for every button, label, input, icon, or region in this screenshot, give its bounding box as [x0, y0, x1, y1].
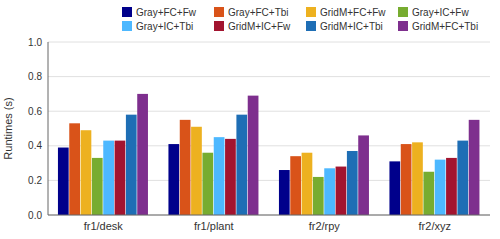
bar — [389, 161, 400, 215]
bar — [115, 141, 126, 215]
bar — [202, 153, 213, 215]
bar — [103, 141, 114, 215]
y-axis-line — [48, 42, 49, 215]
bar — [336, 167, 347, 215]
bar — [81, 130, 92, 215]
grid — [48, 42, 490, 215]
legend-swatch — [122, 21, 132, 31]
x-tick-label: fr1/plant — [194, 220, 234, 232]
bars — [58, 94, 480, 215]
legend-label: GridM+IC+Tbi — [320, 21, 383, 32]
bar — [214, 137, 225, 215]
grid-line — [48, 42, 490, 43]
bar — [69, 123, 80, 215]
legend-label: Gray+IC+Tbi — [136, 21, 193, 32]
legend: Gray+FC+Fw Gray+FC+Tbi GridM+FC+Fw Gray+IC+… — [122, 7, 478, 32]
bar — [302, 153, 313, 215]
bar — [313, 177, 324, 215]
bar — [347, 151, 358, 215]
legend-label: GridM+IC+Fw — [228, 21, 291, 32]
y-tick-label: 0.6 — [28, 106, 42, 117]
grid-line — [48, 145, 490, 146]
x-tick-label: fr2/rpy — [309, 220, 341, 232]
y-tick-label: 0.0 — [28, 210, 42, 221]
bar — [58, 148, 69, 215]
legend-swatch — [122, 7, 132, 17]
bar — [446, 158, 457, 215]
legend-swatch — [306, 21, 316, 31]
y-tick-label: 1.0 — [28, 37, 42, 48]
bar — [92, 158, 103, 215]
bar — [469, 120, 480, 215]
bar — [180, 120, 191, 215]
bar — [423, 172, 434, 215]
bar — [279, 170, 290, 215]
y-tick-label: 0.8 — [28, 71, 42, 82]
bar — [358, 135, 369, 215]
bar — [435, 160, 446, 215]
legend-swatch — [398, 21, 408, 31]
legend-label: Gray+FC+Tbi — [228, 7, 289, 18]
bar — [191, 127, 202, 215]
chart: 0.0 0.2 0.4 0.6 0.8 1.0 Runtimes (s) fr1/desk fr… — [0, 0, 500, 239]
legend-label: Gray+FC+Fw — [136, 7, 197, 18]
x-axis-line — [48, 215, 490, 216]
grid-line — [48, 111, 490, 112]
bar — [290, 156, 301, 215]
bar — [248, 96, 259, 215]
y-tick-label: 0.2 — [28, 175, 42, 186]
bar — [401, 144, 412, 215]
bar — [225, 139, 236, 215]
chart-container: 0.0 0.2 0.4 0.6 0.8 1.0 Runtimes (s) fr1/desk fr… — [0, 0, 500, 239]
y-axis-label: Runtimes (s) — [2, 97, 14, 159]
bar — [168, 144, 179, 215]
legend-label: Gray+IC+Fw — [412, 7, 469, 18]
bar — [412, 142, 423, 215]
legend-label: GridM+FC+Tbi — [412, 21, 478, 32]
x-tick-label: fr2/xyz — [419, 220, 451, 232]
legend-label: GridM+FC+Fw — [320, 7, 386, 18]
bar — [236, 115, 247, 215]
bar — [126, 115, 137, 215]
x-tick-label: fr1/desk — [84, 220, 124, 232]
grid-line — [48, 215, 490, 216]
bar — [324, 168, 335, 215]
legend-swatch — [398, 7, 408, 17]
bar — [137, 94, 148, 215]
bar — [457, 141, 468, 215]
y-tick-label: 0.4 — [28, 140, 42, 151]
legend-swatch — [214, 7, 224, 17]
legend-swatch — [214, 21, 224, 31]
grid-line — [48, 76, 490, 77]
legend-swatch — [306, 7, 316, 17]
